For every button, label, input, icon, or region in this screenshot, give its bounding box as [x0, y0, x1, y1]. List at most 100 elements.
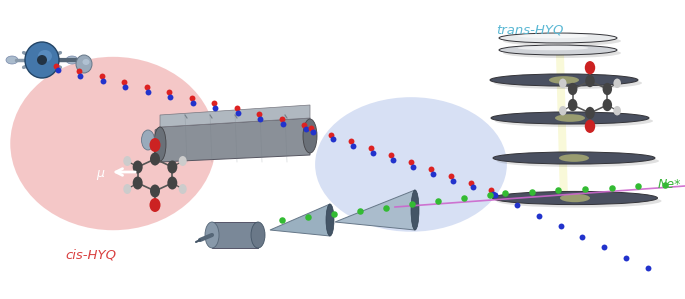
- Point: [408, 164, 419, 169]
- Point: [308, 130, 319, 135]
- Point: [255, 116, 266, 121]
- Ellipse shape: [37, 55, 47, 65]
- Polygon shape: [160, 105, 310, 127]
- Point: [387, 158, 398, 162]
- Point: [299, 122, 310, 127]
- Ellipse shape: [167, 176, 177, 190]
- Point: [425, 167, 436, 171]
- Point: [467, 185, 478, 190]
- Point: [188, 100, 199, 105]
- Ellipse shape: [549, 76, 579, 84]
- Point: [52, 68, 63, 73]
- Point: [386, 153, 397, 158]
- Ellipse shape: [38, 50, 52, 62]
- Ellipse shape: [154, 127, 166, 161]
- Polygon shape: [155, 127, 160, 165]
- Point: [186, 95, 197, 100]
- Polygon shape: [160, 118, 310, 162]
- Point: [347, 144, 358, 149]
- Ellipse shape: [133, 161, 142, 173]
- Ellipse shape: [603, 99, 612, 111]
- Ellipse shape: [411, 190, 419, 230]
- Ellipse shape: [490, 74, 638, 86]
- Point: [580, 187, 590, 191]
- Ellipse shape: [36, 66, 48, 74]
- Point: [621, 255, 632, 260]
- Ellipse shape: [518, 46, 588, 50]
- Ellipse shape: [495, 115, 653, 127]
- Point: [329, 211, 340, 216]
- Ellipse shape: [142, 130, 155, 150]
- Ellipse shape: [493, 152, 655, 164]
- Point: [366, 146, 377, 151]
- Point: [381, 205, 392, 210]
- Ellipse shape: [503, 36, 621, 46]
- Polygon shape: [212, 222, 258, 248]
- Ellipse shape: [493, 191, 658, 205]
- Point: [499, 190, 510, 195]
- Text: Ne*: Ne*: [658, 179, 682, 191]
- Ellipse shape: [133, 176, 142, 190]
- Ellipse shape: [503, 48, 621, 58]
- Text: trans-HYQ: trans-HYQ: [497, 24, 564, 36]
- Ellipse shape: [326, 204, 334, 236]
- Text: cis-HYQ: cis-HYQ: [65, 248, 116, 262]
- Ellipse shape: [559, 106, 566, 115]
- Point: [490, 193, 501, 197]
- Point: [512, 203, 523, 208]
- Point: [254, 112, 265, 116]
- Point: [277, 122, 288, 126]
- Point: [660, 183, 671, 187]
- Point: [606, 185, 617, 190]
- Ellipse shape: [251, 222, 265, 248]
- Ellipse shape: [497, 155, 659, 167]
- Ellipse shape: [150, 184, 160, 198]
- Point: [327, 137, 338, 142]
- Ellipse shape: [150, 152, 160, 166]
- Point: [346, 139, 357, 144]
- Ellipse shape: [205, 222, 219, 248]
- Point: [210, 106, 221, 110]
- Ellipse shape: [491, 112, 649, 124]
- Ellipse shape: [560, 194, 590, 202]
- Point: [533, 213, 544, 218]
- Ellipse shape: [568, 99, 577, 111]
- Point: [141, 85, 152, 89]
- Point: [599, 245, 610, 250]
- Point: [119, 79, 129, 84]
- Point: [367, 151, 378, 155]
- Ellipse shape: [497, 194, 662, 208]
- Point: [164, 90, 175, 95]
- Polygon shape: [556, 55, 568, 200]
- Point: [325, 132, 336, 137]
- Ellipse shape: [603, 83, 612, 95]
- Ellipse shape: [167, 161, 177, 173]
- Ellipse shape: [66, 56, 78, 64]
- Point: [487, 192, 498, 197]
- Ellipse shape: [179, 184, 187, 194]
- Text: μ: μ: [96, 167, 104, 181]
- Ellipse shape: [568, 83, 577, 95]
- Ellipse shape: [585, 75, 595, 87]
- Point: [73, 68, 84, 73]
- Point: [553, 188, 564, 193]
- Ellipse shape: [499, 33, 617, 43]
- Ellipse shape: [36, 46, 48, 54]
- Point: [466, 180, 477, 185]
- Ellipse shape: [6, 56, 18, 64]
- Ellipse shape: [76, 55, 92, 73]
- Point: [643, 266, 653, 270]
- Point: [484, 193, 495, 197]
- Ellipse shape: [559, 79, 566, 88]
- Point: [633, 184, 644, 189]
- Point: [355, 208, 366, 213]
- Ellipse shape: [303, 119, 317, 153]
- Ellipse shape: [123, 184, 132, 194]
- Ellipse shape: [179, 156, 187, 166]
- Polygon shape: [270, 204, 330, 236]
- Point: [165, 95, 176, 100]
- Ellipse shape: [585, 61, 595, 74]
- Ellipse shape: [499, 45, 617, 55]
- Point: [446, 173, 457, 178]
- Point: [300, 127, 311, 132]
